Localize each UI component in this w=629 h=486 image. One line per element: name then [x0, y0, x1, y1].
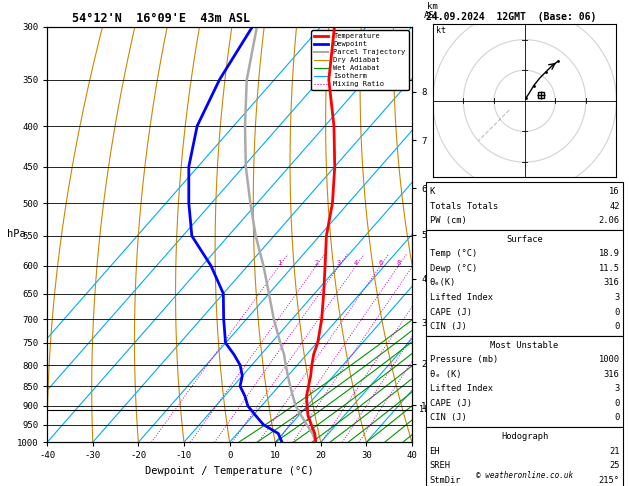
Text: 18.9: 18.9 — [599, 249, 620, 258]
Text: 1000: 1000 — [599, 355, 620, 364]
Text: km
ASL: km ASL — [424, 2, 440, 20]
Text: Mixing Ratio (g/kg): Mixing Ratio (g/kg) — [455, 187, 464, 282]
X-axis label: Dewpoint / Temperature (°C): Dewpoint / Temperature (°C) — [145, 466, 314, 476]
Text: 25: 25 — [609, 461, 620, 470]
Text: 3: 3 — [615, 293, 620, 302]
Text: 2.06: 2.06 — [599, 216, 620, 225]
Text: Lifted Index: Lifted Index — [430, 384, 493, 393]
Text: Surface: Surface — [506, 235, 543, 243]
Text: EH: EH — [430, 447, 440, 455]
Legend: Temperature, Dewpoint, Parcel Trajectory, Dry Adiabat, Wet Adiabat, Isotherm, Mi: Temperature, Dewpoint, Parcel Trajectory… — [311, 30, 408, 90]
Text: 4: 4 — [353, 260, 358, 266]
Text: hPa: hPa — [7, 229, 26, 240]
Text: kt: kt — [436, 26, 446, 35]
Text: 1: 1 — [277, 260, 281, 266]
Text: 42: 42 — [609, 202, 620, 210]
Text: Most Unstable: Most Unstable — [491, 341, 559, 349]
Text: Pressure (mb): Pressure (mb) — [430, 355, 498, 364]
Text: PW (cm): PW (cm) — [430, 216, 466, 225]
Text: CAPE (J): CAPE (J) — [430, 308, 472, 316]
Text: 2: 2 — [314, 260, 318, 266]
Text: 21: 21 — [609, 447, 620, 455]
Text: 316: 316 — [604, 278, 620, 287]
Text: 8: 8 — [396, 260, 401, 266]
Text: θₑ(K): θₑ(K) — [430, 278, 456, 287]
Text: 316: 316 — [604, 370, 620, 379]
Text: 215°: 215° — [599, 476, 620, 485]
Text: 11.5: 11.5 — [599, 264, 620, 273]
Text: 0: 0 — [615, 322, 620, 331]
Text: 6: 6 — [378, 260, 382, 266]
Text: 24.09.2024  12GMT  (Base: 06): 24.09.2024 12GMT (Base: 06) — [426, 12, 597, 22]
Text: Hodograph: Hodograph — [501, 432, 548, 441]
Text: 54°12'N  16°09'E  43m ASL: 54°12'N 16°09'E 43m ASL — [72, 12, 250, 25]
Text: Lifted Index: Lifted Index — [430, 293, 493, 302]
Text: Totals Totals: Totals Totals — [430, 202, 498, 210]
Text: CIN (J): CIN (J) — [430, 414, 466, 422]
Text: CAPE (J): CAPE (J) — [430, 399, 472, 408]
Text: 3: 3 — [337, 260, 341, 266]
Text: CIN (J): CIN (J) — [430, 322, 466, 331]
Text: SREH: SREH — [430, 461, 450, 470]
Text: Temp (°C): Temp (°C) — [430, 249, 477, 258]
Text: 0: 0 — [615, 308, 620, 316]
Text: © weatheronline.co.uk: © weatheronline.co.uk — [476, 471, 573, 480]
Text: θₑ (K): θₑ (K) — [430, 370, 461, 379]
Text: 0: 0 — [615, 399, 620, 408]
Text: StmDir: StmDir — [430, 476, 461, 485]
Text: K: K — [430, 187, 435, 196]
Text: 0: 0 — [615, 414, 620, 422]
Text: 16: 16 — [609, 187, 620, 196]
Text: 3: 3 — [615, 384, 620, 393]
Text: Dewp (°C): Dewp (°C) — [430, 264, 477, 273]
Text: 1LCL: 1LCL — [420, 405, 439, 414]
